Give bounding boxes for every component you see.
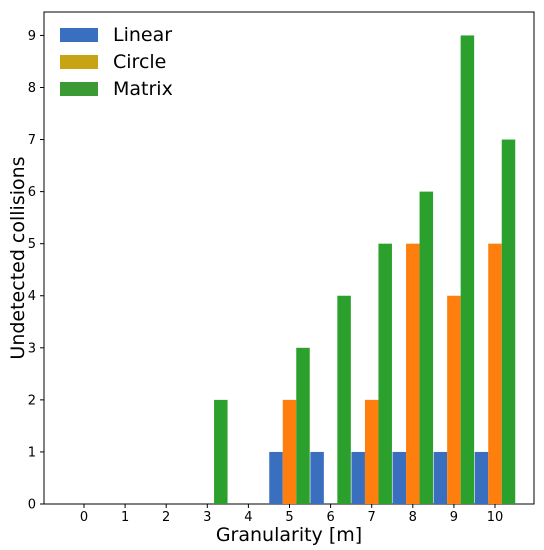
- bar-matrix-7: [378, 243, 392, 504]
- y-tick-label: 0: [28, 498, 36, 513]
- y-tick-label: 5: [28, 237, 36, 252]
- bars-group: [214, 35, 516, 505]
- legend: Linear Circle Matrix: [60, 24, 173, 100]
- y-tick-label: 1: [28, 445, 36, 460]
- x-axis: 0 1 2 3 4 5 6 7 8 9 10: [80, 504, 503, 525]
- bar-matrix-5: [296, 347, 310, 504]
- bar-linear-7: [351, 451, 365, 504]
- x-tick-label: 6: [326, 510, 334, 525]
- y-tick-label: 2: [28, 393, 36, 408]
- x-tick-label: 9: [450, 510, 458, 525]
- y-tick-label: 3: [28, 341, 36, 356]
- y-tick-label: 6: [28, 185, 36, 200]
- legend-label-matrix: Matrix: [113, 78, 173, 100]
- bar-circle-8: [406, 243, 420, 504]
- bar-circle-5: [282, 399, 297, 504]
- x-axis-label: Granularity [m]: [216, 524, 362, 546]
- legend-swatch-matrix: [60, 82, 98, 96]
- legend-swatch-linear: [60, 28, 98, 42]
- x-tick-label: 3: [203, 510, 211, 525]
- bar-linear-6: [310, 451, 324, 504]
- legend-swatch-circle: [60, 55, 98, 69]
- y-tick-label: 7: [28, 133, 36, 148]
- y-tick-label: 9: [28, 29, 36, 44]
- x-tick-label: 1: [121, 510, 129, 525]
- x-tick-label: 5: [285, 510, 293, 525]
- x-tick-label: 7: [368, 510, 376, 525]
- y-tick-label: 8: [28, 81, 36, 96]
- bar-linear-9: [433, 451, 448, 504]
- bar-matrix-6: [337, 295, 351, 504]
- bar-circle-7: [364, 399, 379, 504]
- x-tick-label: 2: [162, 510, 170, 525]
- bar-matrix-3: [214, 399, 228, 504]
- x-tick-label: 4: [244, 510, 252, 525]
- bar-linear-5: [269, 451, 283, 504]
- bar-matrix-9: [460, 35, 475, 505]
- x-tick-label: 10: [487, 510, 504, 525]
- y-axis-label: Undetected collisions: [7, 156, 29, 359]
- x-tick-label: 0: [80, 510, 88, 525]
- x-tick-label: 8: [409, 510, 417, 525]
- bar-circle-10: [488, 243, 502, 504]
- bar-matrix-8: [419, 191, 434, 504]
- legend-label-linear: Linear: [113, 24, 172, 46]
- y-tick-label: 4: [28, 289, 36, 304]
- bar-matrix-10: [501, 139, 516, 505]
- bar-circle-9: [447, 295, 461, 504]
- legend-label-circle: Circle: [113, 51, 166, 73]
- bar-linear-8: [392, 451, 407, 504]
- bar-linear-10: [474, 451, 489, 504]
- y-axis: 0 1 2 3 4 5 6 7 8 9: [28, 29, 44, 513]
